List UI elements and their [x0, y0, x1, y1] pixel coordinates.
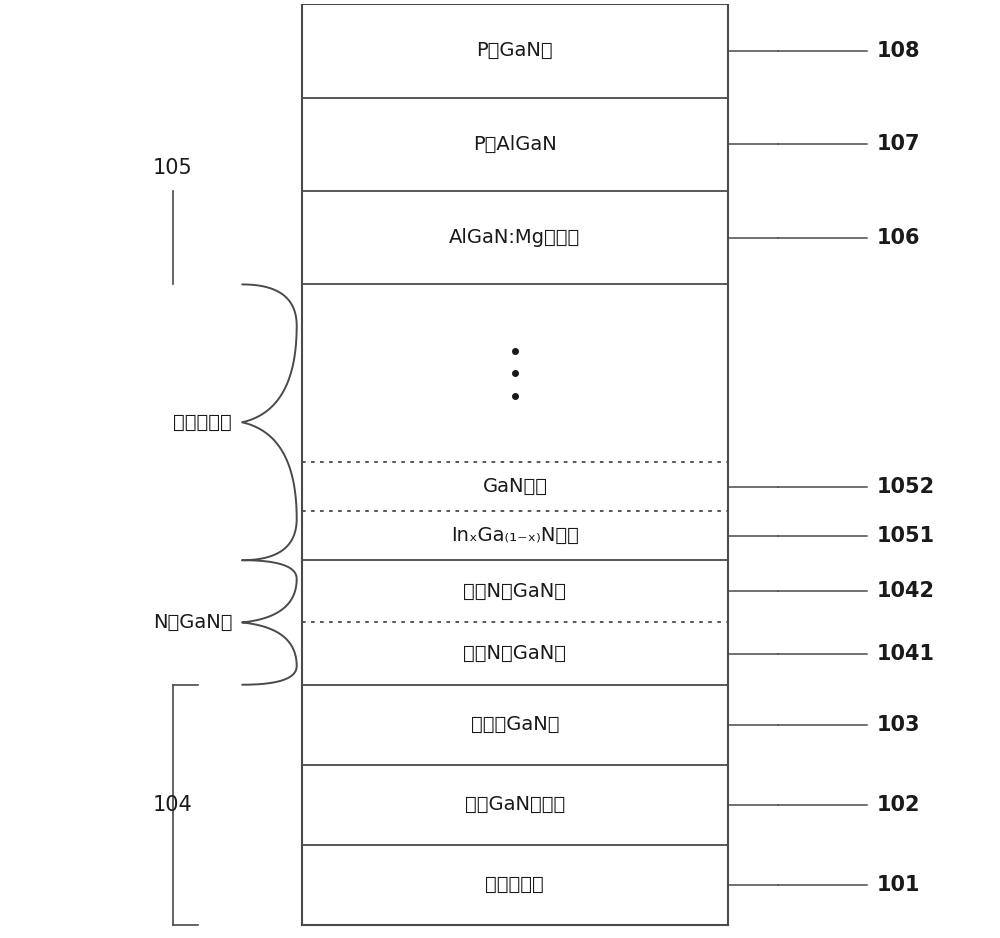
Text: 1042: 1042 [877, 582, 935, 601]
Text: 低温GaN缓冲层: 低温GaN缓冲层 [465, 795, 565, 814]
Text: 108: 108 [877, 41, 920, 61]
Text: 103: 103 [877, 715, 920, 734]
Text: N型GaN层: N型GaN层 [153, 613, 232, 632]
Text: 第一N型GaN层: 第一N型GaN层 [463, 644, 566, 663]
Text: P型AlGaN: P型AlGaN [473, 135, 557, 154]
Text: 蓝宝石衬底: 蓝宝石衬底 [486, 875, 544, 895]
Text: 102: 102 [877, 794, 920, 815]
Text: P型GaN层: P型GaN层 [477, 41, 553, 60]
Text: 1041: 1041 [877, 643, 935, 663]
Text: 1051: 1051 [877, 525, 935, 546]
Text: InₓGa₍₁₋ₓ₎N阱层: InₓGa₍₁₋ₓ₎N阱层 [451, 526, 579, 545]
Text: 第二N型GaN层: 第二N型GaN层 [463, 582, 566, 601]
Text: GaN垒层: GaN垒层 [482, 477, 547, 496]
Text: 106: 106 [877, 228, 920, 248]
Text: 104: 104 [153, 794, 193, 815]
Text: 非掺杂GaN层: 非掺杂GaN层 [471, 716, 559, 734]
Text: 多量子阱层: 多量子阱层 [174, 413, 232, 431]
Text: AlGaN:Mg薄垒层: AlGaN:Mg薄垒层 [449, 228, 580, 248]
Text: 105: 105 [153, 158, 193, 177]
Text: 1052: 1052 [877, 477, 935, 497]
Text: 107: 107 [877, 134, 920, 154]
Text: 101: 101 [877, 875, 920, 895]
